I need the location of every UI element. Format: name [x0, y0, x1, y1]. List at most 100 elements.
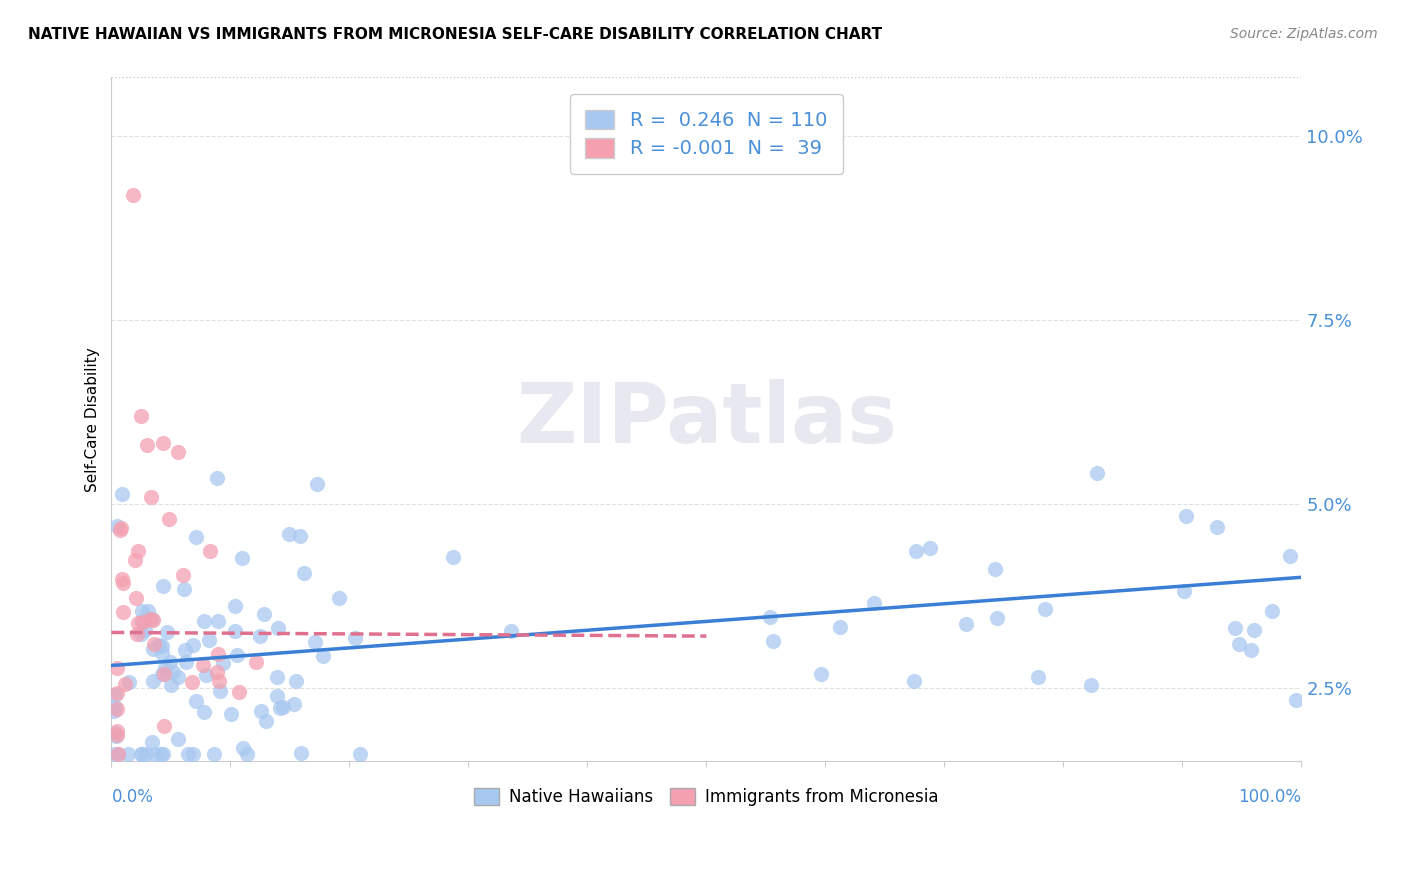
Point — [110, 521, 132, 535]
Point — [105, 518, 128, 533]
Point — [271, 699, 294, 714]
Point — [312, 649, 335, 664]
Y-axis label: Self-Care Disability: Self-Care Disability — [86, 347, 100, 491]
Point — [125, 591, 148, 606]
Point — [231, 551, 253, 566]
Point — [143, 747, 166, 761]
Point — [193, 615, 215, 629]
Point — [105, 661, 128, 675]
Point — [197, 633, 219, 648]
Point — [1085, 467, 1108, 481]
Point — [148, 638, 170, 652]
Point — [103, 705, 125, 719]
Point — [441, 549, 464, 564]
Point — [1227, 637, 1250, 651]
Point — [150, 639, 173, 653]
Text: ZIPatlas: ZIPatlas — [516, 379, 897, 459]
Point — [150, 646, 173, 660]
Point — [186, 530, 208, 544]
Point — [249, 705, 271, 719]
Point — [810, 666, 832, 681]
Point — [305, 477, 328, 491]
Point — [127, 627, 149, 641]
Point — [211, 657, 233, 671]
Point — [111, 575, 134, 590]
Point — [278, 527, 301, 541]
Point — [207, 471, 229, 485]
Point — [193, 705, 215, 719]
Point — [254, 714, 277, 728]
Point — [134, 624, 156, 638]
Point — [104, 688, 127, 702]
Point — [202, 747, 225, 761]
Point — [209, 683, 232, 698]
Point — [208, 674, 231, 689]
Point — [253, 607, 276, 621]
Point — [904, 543, 927, 558]
Point — [1175, 509, 1198, 524]
Point — [249, 628, 271, 642]
Point — [267, 621, 290, 635]
Point — [207, 615, 229, 629]
Point — [266, 689, 288, 703]
Point — [172, 567, 194, 582]
Point — [955, 617, 977, 632]
Point — [132, 615, 155, 629]
Point — [759, 610, 782, 624]
Point — [111, 572, 134, 586]
Point — [153, 718, 176, 732]
Point — [1033, 602, 1056, 616]
Point — [117, 674, 139, 689]
Point — [141, 612, 163, 626]
Point — [266, 670, 288, 684]
Point — [136, 604, 159, 618]
Point — [1261, 604, 1284, 618]
Point — [157, 512, 180, 526]
Point — [349, 747, 371, 761]
Point — [177, 747, 200, 761]
Point — [828, 620, 851, 634]
Point — [162, 665, 184, 679]
Point — [219, 706, 242, 721]
Point — [152, 435, 174, 450]
Point — [167, 732, 190, 747]
Point — [181, 674, 204, 689]
Point — [127, 616, 149, 631]
Point — [127, 544, 149, 558]
Point — [173, 643, 195, 657]
Point — [1205, 519, 1227, 533]
Point — [160, 678, 183, 692]
Point — [141, 735, 163, 749]
Point — [1225, 621, 1247, 635]
Point — [292, 566, 315, 580]
Text: 100.0%: 100.0% — [1239, 789, 1302, 806]
Point — [304, 634, 326, 648]
Point — [105, 685, 128, 699]
Point — [285, 674, 308, 689]
Point — [131, 615, 153, 629]
Point — [499, 624, 522, 639]
Point — [228, 685, 250, 699]
Point — [195, 668, 218, 682]
Point — [159, 655, 181, 669]
Point — [129, 747, 152, 761]
Point — [152, 747, 174, 761]
Point — [142, 637, 165, 651]
Point — [136, 438, 159, 452]
Point — [986, 611, 1008, 625]
Point — [288, 529, 311, 543]
Point — [141, 490, 163, 504]
Point — [903, 674, 925, 689]
Point — [181, 638, 204, 652]
Point — [167, 445, 190, 459]
Point — [107, 747, 129, 761]
Point — [344, 631, 367, 645]
Point — [226, 648, 249, 663]
Point — [1240, 643, 1263, 657]
Point — [207, 648, 229, 662]
Point — [129, 627, 152, 641]
Point — [166, 670, 188, 684]
Text: Source: ZipAtlas.com: Source: ZipAtlas.com — [1230, 27, 1378, 41]
Point — [104, 726, 127, 740]
Legend: Native Hawaiians, Immigrants from Micronesia: Native Hawaiians, Immigrants from Micron… — [465, 780, 946, 814]
